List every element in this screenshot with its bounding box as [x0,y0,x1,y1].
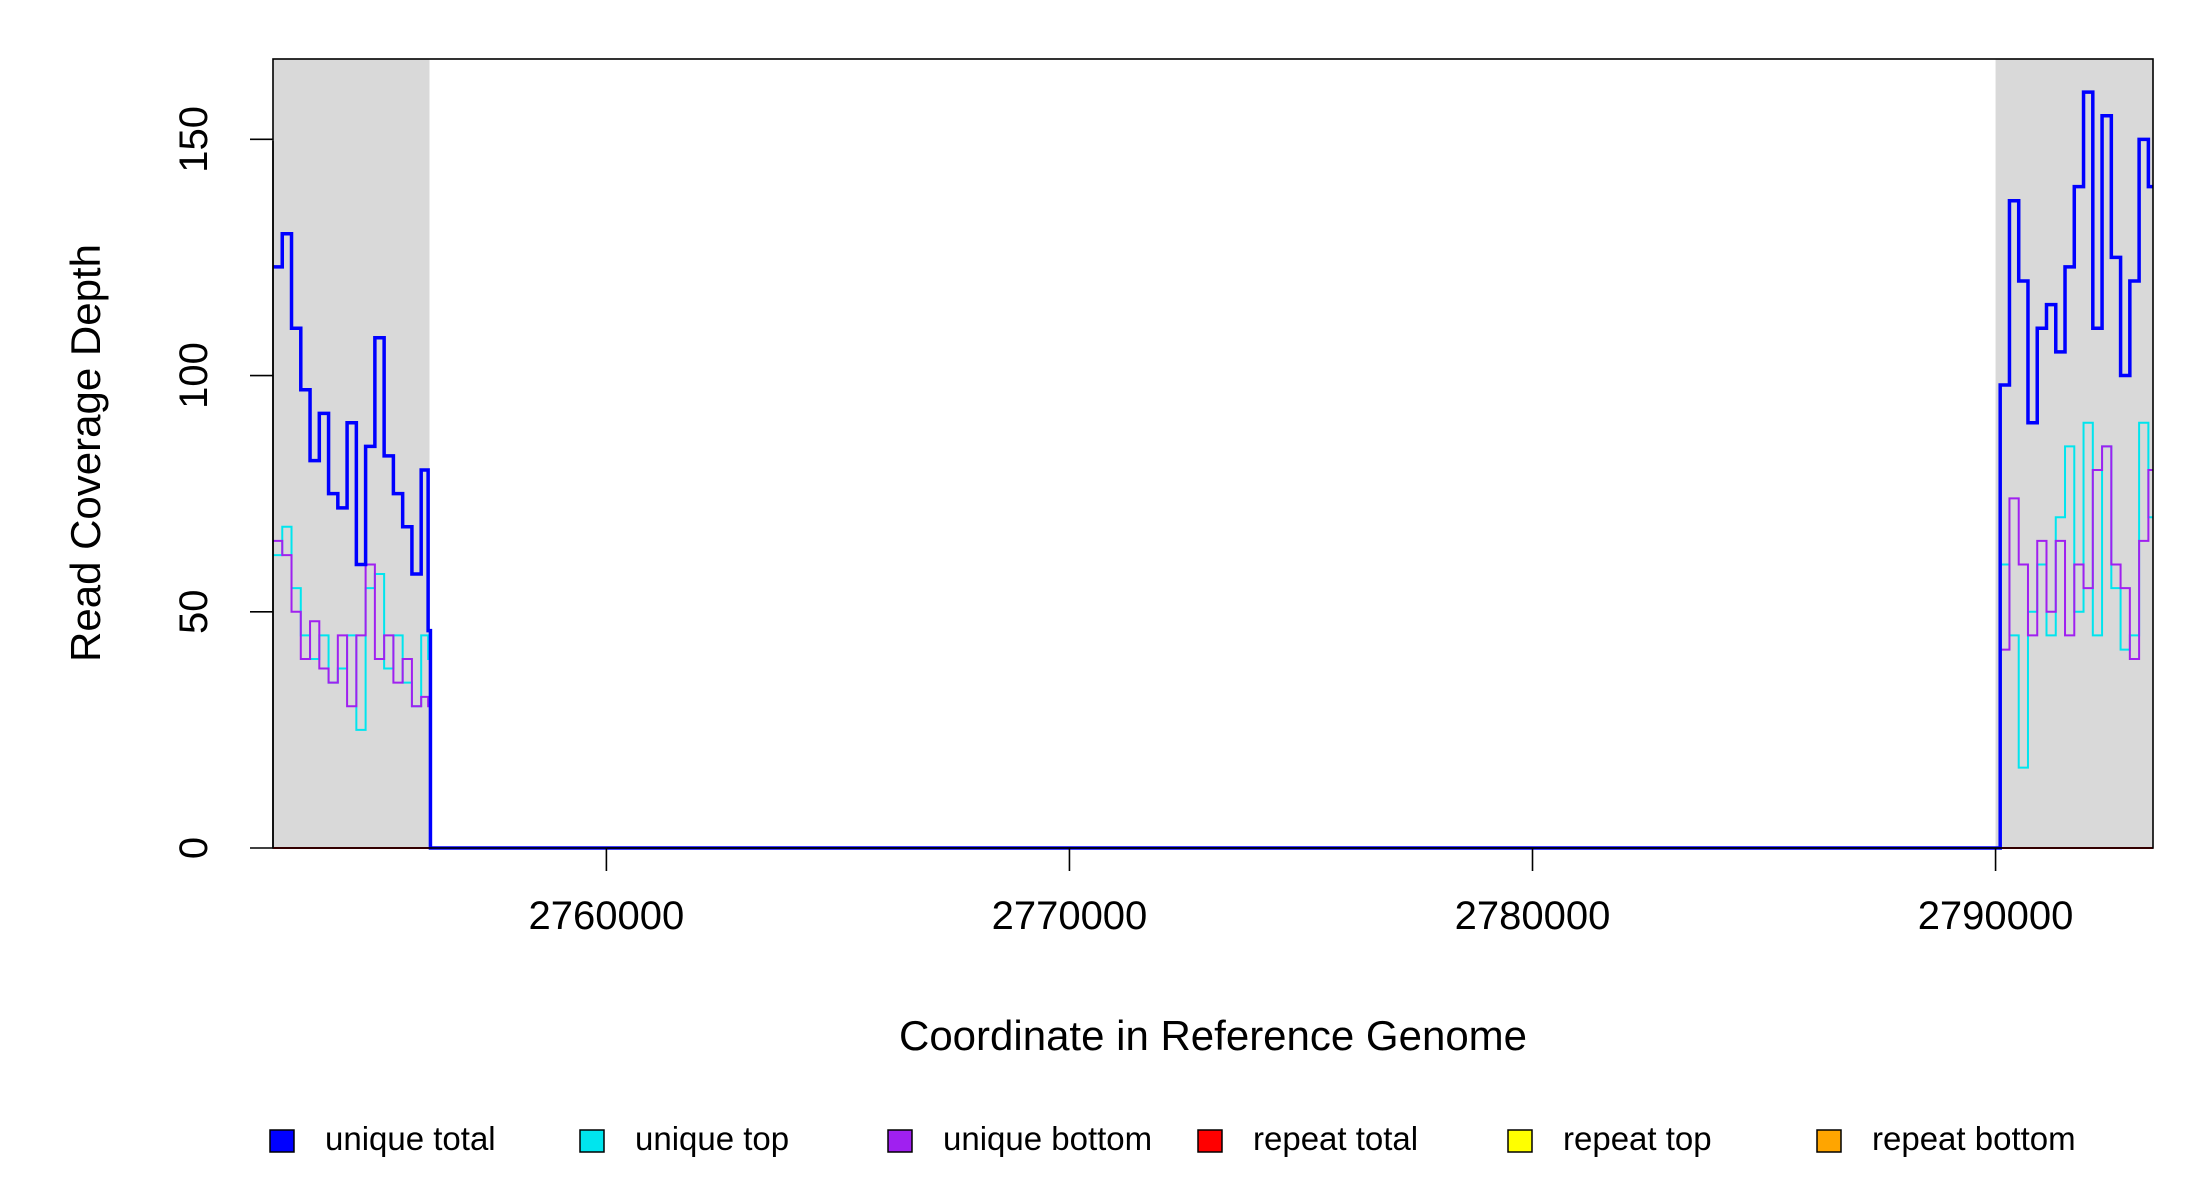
x-axis: 2760000 2770000 2780000 2790000 [529,847,2074,938]
x-tick-label: 2790000 [1918,894,2074,938]
legend: unique total unique top unique bottom repea… [269,1120,2076,1157]
x-axis-label: Coordinate in Reference Genome [899,1012,1527,1059]
y-axis: 0 50 100 150 [172,106,274,859]
legend-swatch-unique-total [269,1129,295,1153]
series-line-unique-total [273,90,2153,850]
plot-frame [272,58,2154,849]
y-tick-label: 100 [172,342,216,409]
legend-label-unique-total: unique total [325,1120,496,1157]
legend-label-unique-top: unique top [635,1120,789,1157]
shaded-regions [273,59,2153,848]
y-tick-label: 0 [172,837,216,859]
series-line-unique-bottom [273,445,2153,849]
legend-swatch-repeat-bottom [1816,1129,1842,1153]
series-line-unique-top [273,421,2153,849]
x-tick-label: 2770000 [992,894,1148,938]
legend-swatch-unique-bottom [887,1129,913,1153]
legend-swatch-unique-top [579,1129,605,1153]
legend-label-repeat-top: repeat top [1563,1120,1712,1157]
legend-label-repeat-bottom: repeat bottom [1872,1120,2076,1157]
legend-label-unique-bottom: unique bottom [943,1120,1152,1157]
y-axis-label: Read Coverage Depth [62,244,109,662]
shaded-region-0 [273,59,430,848]
x-tick-label: 2780000 [1455,894,1611,938]
series-lines [273,90,2153,850]
x-tick-label: 2760000 [529,894,685,938]
legend-label-repeat-total: repeat total [1253,1120,1418,1157]
y-tick-label: 50 [172,590,216,635]
legend-swatch-repeat-top [1507,1129,1533,1153]
y-tick-label: 150 [172,106,216,173]
legend-swatch-repeat-total [1197,1129,1223,1153]
